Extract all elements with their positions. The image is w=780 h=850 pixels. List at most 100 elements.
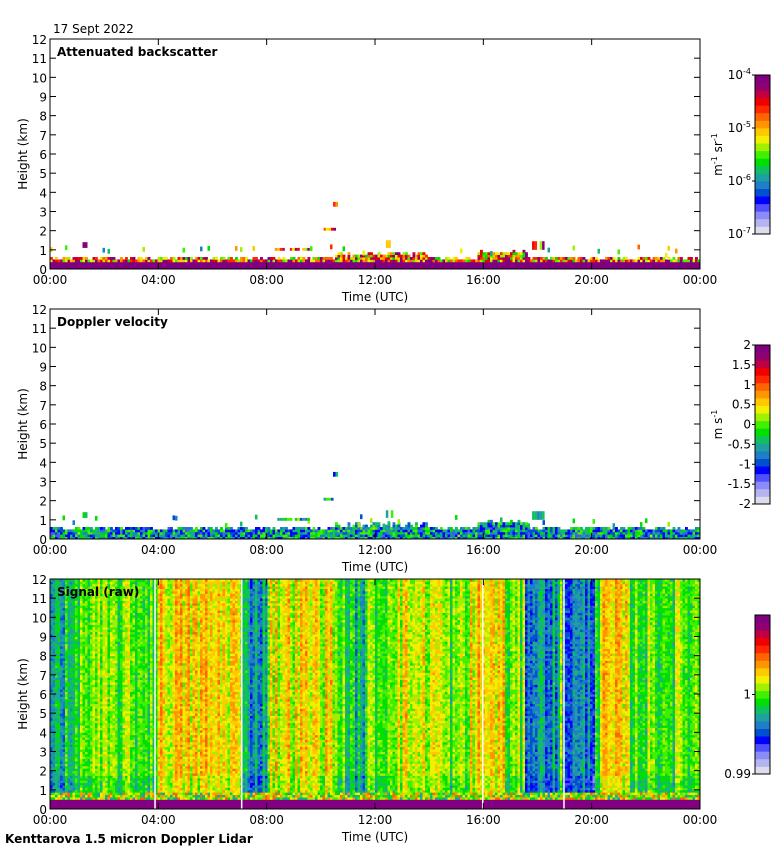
heatmap-cell [220,536,223,540]
heatmap-cell [60,602,63,606]
heatmap-cell [70,590,73,594]
heatmap-cell [70,686,73,690]
heatmap-cell [388,240,391,248]
heatmap-cell [97,660,101,664]
heatmap-cell [70,660,73,664]
heatmap-cell [580,261,583,265]
heatmap-cell [172,264,176,268]
heatmap-cell [362,250,365,256]
heatmap-cell [90,701,93,704]
heatmap-cell [70,264,73,268]
heatmap-cell [62,780,66,784]
heatmap-cell [67,756,71,760]
heatmap-cell [87,629,91,633]
heatmap-cell [362,524,366,528]
heatmap-cell [85,682,88,685]
heatmap-cell [65,691,68,695]
heatmap-cell [505,264,508,268]
heatmap-cell [77,720,81,724]
heatmap-cell [95,534,98,538]
heatmap-cell [87,631,91,635]
heatmap-cell [172,529,176,533]
heatmap-cell [242,266,246,270]
heatmap-cell [192,531,196,535]
heatmap-cell [52,734,56,738]
heatmap-cell [87,579,91,582]
heatmap-cell [80,804,83,808]
heatmap-cell [625,531,628,535]
heatmap-cell [85,725,88,728]
heatmap-cell [512,264,516,268]
heatmap-cell [405,257,408,260]
colorbar-swatch [755,173,770,182]
heatmap-cell [607,534,611,538]
heatmap-cell [52,595,56,599]
y-tick-label: 10 [32,71,47,85]
heatmap-cell [165,261,168,265]
heatmap-cell [422,254,426,258]
heatmap-cell [575,534,578,538]
heatmap-cell [370,531,373,535]
heatmap-cell [542,257,546,260]
heatmap-cell [67,665,71,669]
heatmap-cell [687,266,691,270]
heatmap-cell [57,746,61,750]
heatmap-cell [512,534,516,538]
heatmap-cell [422,264,426,268]
heatmap-cell [62,605,66,609]
heatmap-cell [175,536,178,540]
heatmap-cell [90,720,93,724]
heatmap-cell [85,722,88,726]
heatmap-cell [75,708,78,712]
heatmap-cell [100,717,103,721]
heatmap-cell [320,534,323,538]
heatmap-cell [570,529,573,533]
heatmap-cell [97,686,101,690]
heatmap-cell [480,527,483,530]
heatmap-cell [670,531,673,535]
heatmap-cell [97,579,101,582]
heatmap-cell [505,266,508,270]
heatmap-cell [67,264,71,268]
heatmap-cell [55,691,58,695]
heatmap-cell [85,768,88,772]
heatmap-cell [80,612,83,616]
colorbar-swatch [755,211,770,220]
heatmap-cell [357,266,361,270]
heatmap-cell [510,252,513,256]
heatmap-cell [620,531,623,535]
heatmap-cell [152,264,156,268]
heatmap-cell [75,775,78,779]
heatmap-cell [70,722,73,726]
heatmap-cell [347,536,351,540]
heatmap-cell [82,667,86,671]
heatmap-cell [70,739,73,743]
heatmap-cell [152,261,156,265]
heatmap-cell [50,536,53,540]
heatmap-cell [52,667,56,671]
heatmap-cell [52,266,56,270]
heatmap-cell [97,737,101,740]
heatmap-cell [287,531,291,535]
heatmap-cell [620,529,623,533]
heatmap-cell [280,527,283,530]
heatmap-cell [530,259,533,263]
heatmap-cell [420,527,423,530]
heatmap-cell [67,670,71,673]
heatmap-cell [240,536,243,540]
heatmap-cell [677,261,681,265]
heatmap-cell [85,686,88,690]
heatmap-cell [527,523,530,529]
heatmap-cell [72,722,76,726]
heatmap-cell [65,682,68,685]
heatmap-cell [100,708,103,712]
heatmap-cell [65,725,68,728]
heatmap-cell [577,257,581,260]
heatmap-cell [337,527,341,530]
heatmap-cell [65,536,68,540]
heatmap-cell [275,534,278,538]
heatmap-cell [517,259,521,263]
heatmap-cell [385,524,388,528]
heatmap-cell [77,758,81,762]
heatmap-cell [260,264,263,268]
